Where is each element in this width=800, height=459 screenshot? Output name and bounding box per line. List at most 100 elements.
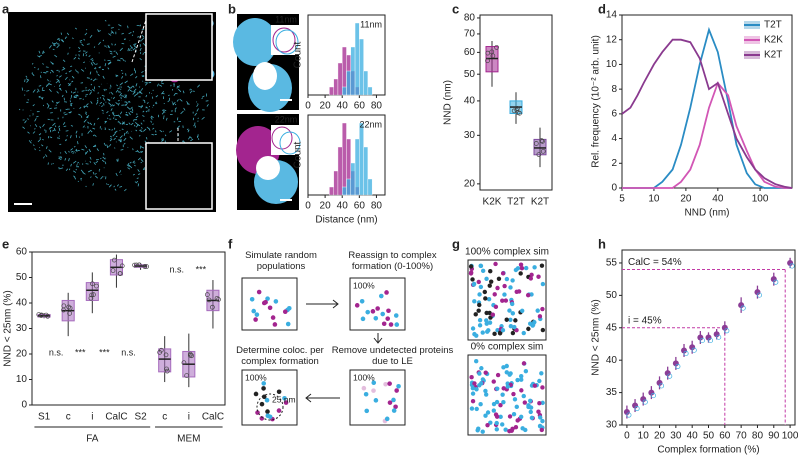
jitter xyxy=(539,138,545,143)
dot xyxy=(486,328,491,333)
dot xyxy=(490,312,496,317)
dot xyxy=(484,318,489,323)
jitter xyxy=(45,313,51,319)
x-tick-label: 60 xyxy=(354,101,366,112)
dot xyxy=(484,321,489,326)
y-tick-label: 14 xyxy=(606,10,618,21)
dot xyxy=(502,283,507,289)
dot xyxy=(263,299,268,305)
jitter xyxy=(119,263,125,269)
dot xyxy=(282,395,287,401)
sim-box xyxy=(349,369,406,426)
x-tick-label: 90 xyxy=(768,431,780,442)
dot xyxy=(386,308,391,314)
y-tick-label: 55 xyxy=(606,258,618,269)
percent-label: 100% xyxy=(245,372,267,382)
dot xyxy=(540,306,545,312)
replicate xyxy=(699,337,705,344)
dot xyxy=(283,400,289,405)
panel-label: g xyxy=(452,236,460,251)
x-tick-label: 100 xyxy=(752,194,769,205)
dot xyxy=(519,373,524,379)
jitter xyxy=(210,304,215,310)
x-tick-label: 20 xyxy=(320,201,332,212)
x-tick-label: i xyxy=(188,412,190,423)
dot xyxy=(529,272,534,278)
replicate xyxy=(650,393,656,399)
dot xyxy=(508,324,514,329)
dot xyxy=(373,398,379,403)
dot xyxy=(494,427,499,432)
jitter xyxy=(214,295,220,301)
sim-dots xyxy=(468,261,546,434)
dot xyxy=(475,428,480,433)
dot xyxy=(528,398,533,404)
dot xyxy=(478,263,484,269)
replicate xyxy=(707,337,714,344)
significance: n.s. xyxy=(121,347,136,357)
dot xyxy=(265,296,270,301)
y-tick-label: 80 xyxy=(464,13,476,24)
inset-label: 11nm xyxy=(275,14,297,24)
x-tick-label: 100 xyxy=(782,431,799,442)
dot xyxy=(500,298,505,303)
dot xyxy=(264,397,270,403)
dot xyxy=(507,414,513,419)
x-tick-label: 20 xyxy=(654,431,666,442)
point xyxy=(623,409,630,416)
dot xyxy=(470,398,476,404)
dot xyxy=(273,299,279,304)
x-tick-label: K2T xyxy=(531,197,549,208)
jitter xyxy=(43,312,49,318)
hist-bar xyxy=(354,138,360,196)
jitter xyxy=(489,49,495,55)
hist-bar xyxy=(333,170,339,196)
dot xyxy=(521,361,527,366)
dot xyxy=(537,400,542,406)
dot xyxy=(504,276,510,282)
significance: n.s. xyxy=(49,347,64,357)
dot xyxy=(478,284,484,290)
jitter xyxy=(66,304,72,310)
dot xyxy=(522,400,528,405)
replicate xyxy=(683,350,689,357)
dot xyxy=(469,406,475,411)
sim-dots xyxy=(249,289,401,424)
dot xyxy=(474,406,479,412)
sim-box xyxy=(241,277,298,331)
jitter xyxy=(94,283,99,289)
reference-label: CalC = 54% xyxy=(628,257,682,268)
point xyxy=(754,289,761,296)
hist-bar xyxy=(346,178,351,196)
hist-bar xyxy=(329,86,334,96)
legend-label: T2T xyxy=(764,20,782,31)
y-tick-label: 40 xyxy=(16,298,28,309)
jitter xyxy=(117,271,123,276)
dot xyxy=(468,270,474,275)
dot xyxy=(256,289,262,295)
y-tick-label: 45 xyxy=(606,322,618,333)
point xyxy=(689,344,696,351)
dot xyxy=(528,409,533,415)
dot xyxy=(479,381,484,386)
dot xyxy=(518,262,524,267)
dot xyxy=(540,418,545,424)
dot xyxy=(540,385,545,390)
dot xyxy=(509,428,514,433)
dot xyxy=(505,384,510,389)
dot xyxy=(477,302,482,308)
hist-bar xyxy=(350,162,356,196)
jitter xyxy=(485,58,490,64)
x-tick-label: c xyxy=(162,412,167,423)
dot xyxy=(521,330,526,336)
dot xyxy=(518,271,523,276)
dot xyxy=(483,370,488,375)
hist-bar xyxy=(354,22,360,96)
dot xyxy=(502,292,507,297)
dot xyxy=(496,276,502,281)
y-tick-label: 70 xyxy=(464,29,476,40)
replicate xyxy=(773,279,779,285)
dot xyxy=(540,400,545,406)
image-title: 0% complex sim xyxy=(471,342,544,353)
